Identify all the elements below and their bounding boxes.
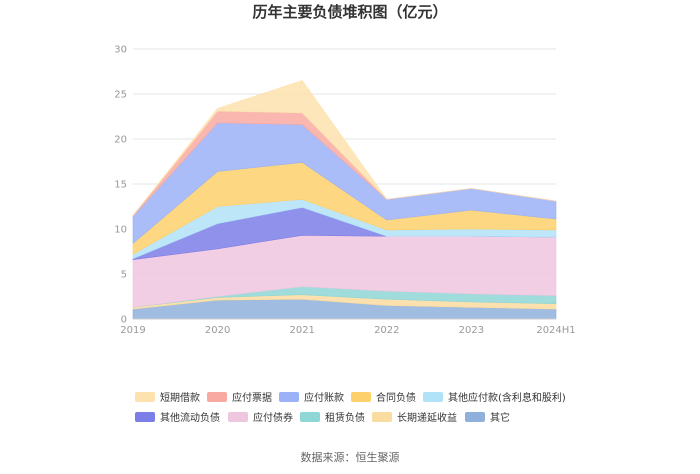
- x-tick-label: 2023: [459, 325, 484, 336]
- legend-swatch: [372, 412, 392, 422]
- legend-swatch: [300, 412, 320, 422]
- legend-label: 应付账款: [304, 391, 344, 404]
- legend-label: 短期借款: [160, 391, 200, 404]
- legend-item[interactable]: 应付债券: [228, 411, 293, 424]
- legend-item[interactable]: 其他流动负债: [135, 411, 220, 424]
- y-tick-label: 30: [114, 45, 127, 56]
- legend-swatch: [228, 412, 248, 422]
- y-tick-label: 15: [114, 180, 127, 191]
- x-tick-label: 2019: [120, 325, 145, 336]
- legend-swatch: [279, 392, 299, 402]
- legend-label: 其他应付款(含利息和股利): [448, 391, 566, 404]
- y-tick-label: 20: [114, 135, 127, 146]
- legend-swatch: [207, 392, 227, 402]
- legend-swatch: [135, 392, 155, 402]
- legend-label: 租赁负债: [325, 411, 365, 424]
- data-source: 数据来源：恒生聚源: [301, 450, 400, 464]
- y-tick-label: 25: [114, 90, 127, 101]
- legend-item[interactable]: 合同负债: [351, 391, 416, 404]
- area-series-9: [132, 80, 557, 216]
- x-tick-label: 2020: [205, 325, 230, 336]
- plot-areas: [132, 80, 557, 320]
- legend-swatch: [465, 412, 485, 422]
- legend-item[interactable]: 租赁负债: [300, 411, 365, 424]
- legend-item[interactable]: 应付票据: [207, 391, 272, 404]
- legend-item[interactable]: 其他应付款(含利息和股利): [423, 391, 566, 404]
- legend-label: 其他流动负债: [160, 411, 220, 424]
- x-tick-label: 2024H1: [536, 325, 575, 336]
- legend-item[interactable]: 短期借款: [135, 391, 200, 404]
- legend-item[interactable]: 其它: [465, 411, 510, 424]
- axes: 0 5 10 15 20 25 30 2019 2020 2021 2022 2023 2024H1: [114, 45, 575, 337]
- legend-label: 其它: [490, 411, 510, 424]
- legend-item[interactable]: 应付账款: [279, 391, 344, 404]
- y-tick-label: 5: [121, 270, 127, 281]
- legend-swatch: [135, 412, 155, 422]
- legend-label: 合同负债: [376, 391, 416, 404]
- legend-swatch: [423, 392, 443, 402]
- legend-item[interactable]: 长期递延收益: [372, 411, 457, 424]
- y-tick-label: 0: [121, 315, 127, 326]
- legend-label: 应付票据: [232, 391, 272, 404]
- chart-title: 历年主要负债堆积图（亿元）: [252, 3, 447, 21]
- legend-label: 应付债券: [253, 411, 293, 424]
- legend: 短期借款 应付票据 应付账款 合同负债 其他应付款(含利息和股利) 其他流动负债 应付债券 租…: [135, 391, 566, 424]
- legend-label: 长期递延收益: [397, 411, 457, 424]
- x-tick-label: 2022: [374, 325, 399, 336]
- y-tick-label: 10: [114, 225, 127, 236]
- x-tick-label: 2021: [289, 325, 314, 336]
- legend-swatch: [351, 392, 371, 402]
